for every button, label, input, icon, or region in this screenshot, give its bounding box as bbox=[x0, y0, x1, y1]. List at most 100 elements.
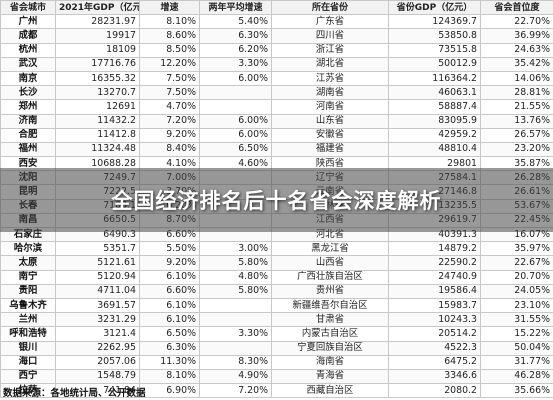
city-cell: 福州 bbox=[0, 141, 56, 158]
province-cell: 河南省 bbox=[271, 99, 389, 115]
province-gdp-cell: 2080.2 bbox=[388, 383, 481, 399]
province-cell: 福建省 bbox=[271, 141, 389, 158]
province-cell: 江苏省 bbox=[271, 70, 389, 87]
growth-cell: 8.60% bbox=[139, 28, 200, 44]
growth-cell: 6.10% bbox=[139, 312, 200, 328]
avg-growth-cell bbox=[199, 297, 272, 314]
city-cell: 银川 bbox=[0, 340, 56, 356]
province-cell: 青海省 bbox=[271, 368, 389, 385]
growth-cell: 4.70% bbox=[139, 99, 200, 115]
city-cell: 成都 bbox=[0, 28, 56, 44]
gdp-cell: 16355.32 bbox=[55, 70, 140, 87]
province-cell: 甘肃省 bbox=[271, 312, 389, 328]
city-cell: 杭州 bbox=[0, 42, 56, 58]
primacy-cell: 46.28% bbox=[480, 368, 553, 385]
province-cell: 广东省 bbox=[271, 14, 389, 30]
growth-cell: 8.40% bbox=[139, 141, 200, 158]
province-gdp-cell: 50012.9 bbox=[388, 56, 481, 72]
primacy-cell: 13.76% bbox=[480, 113, 553, 129]
growth-cell: 8.10% bbox=[139, 14, 200, 30]
primacy-cell: 50.04% bbox=[480, 340, 553, 356]
banner-title: 全国经济排名后十名省会深度解析 bbox=[111, 189, 442, 213]
province-cell: 海南省 bbox=[271, 354, 389, 370]
table-row: 海口 2057.06 11.30% 8.30% 海南省 6475.2 31.77% bbox=[0, 354, 553, 370]
city-cell: 南京 bbox=[0, 70, 56, 87]
avg-growth-cell: 7.20% bbox=[199, 383, 272, 399]
gdp-cell: 3231.29 bbox=[55, 312, 140, 328]
avg-growth-cell: 3.00% bbox=[199, 241, 272, 257]
primacy-cell: 36.99% bbox=[480, 28, 553, 44]
header-province-gdp: 省份GDP（亿元） bbox=[388, 0, 481, 16]
growth-cell: 8.10% bbox=[139, 368, 200, 385]
province-cell: 山西省 bbox=[271, 255, 389, 271]
table-row: 成都 19917 8.60% 6.30% 四川省 53850.8 36.99% bbox=[0, 28, 553, 44]
province-cell: 湖北省 bbox=[271, 56, 389, 72]
growth-cell: 7.50% bbox=[139, 70, 200, 87]
table-row: 济南 11432.2 7.20% 6.00% 山东省 83095.9 13.76% bbox=[0, 113, 553, 129]
province-cell: 浙江省 bbox=[271, 42, 389, 58]
growth-cell: 11.30% bbox=[139, 354, 200, 370]
gdp-cell: 17716.76 bbox=[55, 56, 140, 72]
province-cell: 广西壮族自治区 bbox=[271, 269, 389, 285]
province-gdp-cell: 48810.4 bbox=[388, 141, 481, 158]
province-gdp-cell: 46063.1 bbox=[388, 85, 481, 101]
avg-growth-cell: 4.80% bbox=[199, 269, 272, 285]
avg-growth-cell: 6.50% bbox=[199, 141, 272, 158]
avg-growth-cell: 8.30% bbox=[199, 354, 272, 370]
growth-cell: 12.20% bbox=[139, 56, 200, 72]
table-row: 郑州 12691 4.70% 河南省 58887.4 21.55% bbox=[0, 99, 553, 115]
table-row: 拉萨 741.84 6.90% 7.20% 西藏自治区 2080.2 35.66% bbox=[0, 383, 553, 399]
growth-cell: 9.20% bbox=[139, 255, 200, 271]
province-gdp-cell: 22590.2 bbox=[388, 255, 481, 271]
gdp-cell: 12691 bbox=[55, 99, 140, 115]
gdp-cell: 4711.04 bbox=[55, 283, 140, 299]
province-cell: 安徽省 bbox=[271, 127, 389, 143]
city-cell: 合肥 bbox=[0, 127, 56, 143]
province-gdp-cell: 6475.2 bbox=[388, 354, 481, 370]
gdp-cell: 19917 bbox=[55, 28, 140, 44]
header-avg-growth: 两年平均增速 bbox=[199, 0, 272, 16]
primacy-cell: 20.70% bbox=[480, 269, 553, 285]
primacy-cell: 24.63% bbox=[480, 42, 553, 58]
gdp-cell: 3121.4 bbox=[55, 326, 140, 342]
title-banner: 全国经济排名后十名省会深度解析 bbox=[0, 168, 553, 232]
avg-growth-cell: 4.90% bbox=[199, 368, 272, 385]
city-cell: 南宁 bbox=[0, 269, 56, 285]
avg-growth-cell: 6.30% bbox=[199, 28, 272, 44]
table-row: 西安 10688.28 4.10% 4.60% 陕西省 29801 35.87% bbox=[0, 156, 553, 172]
avg-growth-cell: 6.20% bbox=[199, 42, 272, 58]
province-cell: 黑龙江省 bbox=[271, 241, 389, 257]
province-gdp-cell: 4522.3 bbox=[388, 340, 481, 356]
gdp-cell: 5351.7 bbox=[55, 241, 140, 257]
table-row: 武汉 17716.76 12.20% 3.30% 湖北省 50012.9 35.42% bbox=[0, 56, 553, 72]
avg-growth-cell: 5.80% bbox=[199, 283, 272, 299]
primacy-cell: 23.10% bbox=[480, 297, 553, 314]
city-cell: 乌鲁木齐 bbox=[0, 297, 56, 314]
growth-cell: 6.10% bbox=[139, 269, 200, 285]
growth-cell: 7.50% bbox=[139, 85, 200, 101]
city-cell: 广州 bbox=[0, 14, 56, 30]
province-gdp-cell: 42959.2 bbox=[388, 127, 481, 143]
gdp-cell: 13270.7 bbox=[55, 85, 140, 101]
avg-growth-cell: 6.00% bbox=[199, 70, 272, 87]
table-row: 广州 28231.97 8.10% 5.40% 广东省 124369.7 22.70% bbox=[0, 14, 553, 30]
avg-growth-cell: 3.30% bbox=[199, 326, 272, 342]
table-row: 银川 2262.95 6.30% 宁夏回族自治区 4522.3 50.04% bbox=[0, 340, 553, 356]
growth-cell: 7.20% bbox=[139, 113, 200, 129]
province-cell: 湖南省 bbox=[271, 85, 389, 101]
table-row: 贵阳 4711.04 6.60% 5.80% 贵州省 19586.4 24.05% bbox=[0, 283, 553, 299]
avg-growth-cell: 6.00% bbox=[199, 127, 272, 143]
province-gdp-cell: 124369.7 bbox=[388, 14, 481, 30]
city-cell: 哈尔滨 bbox=[0, 241, 56, 257]
source-note: 数据来源：各地统计局、公开数据 bbox=[3, 388, 146, 399]
primacy-cell: 22.70% bbox=[480, 14, 553, 30]
table-row: 呼和浩特 3121.4 6.50% 3.30% 内蒙古自治区 20514.2 15.22% bbox=[0, 326, 553, 342]
table-row: 太原 5121.61 9.20% 5.80% 山西省 22590.2 22.67% bbox=[0, 255, 553, 271]
gdp-cell: 11432.2 bbox=[55, 113, 140, 129]
growth-cell: 6.60% bbox=[139, 283, 200, 299]
province-gdp-cell: 53850.8 bbox=[388, 28, 481, 44]
growth-cell: 6.30% bbox=[139, 340, 200, 356]
province-gdp-cell: 116364.2 bbox=[388, 70, 481, 87]
growth-cell: 6.90% bbox=[139, 383, 200, 399]
province-cell: 宁夏回族自治区 bbox=[271, 340, 389, 356]
